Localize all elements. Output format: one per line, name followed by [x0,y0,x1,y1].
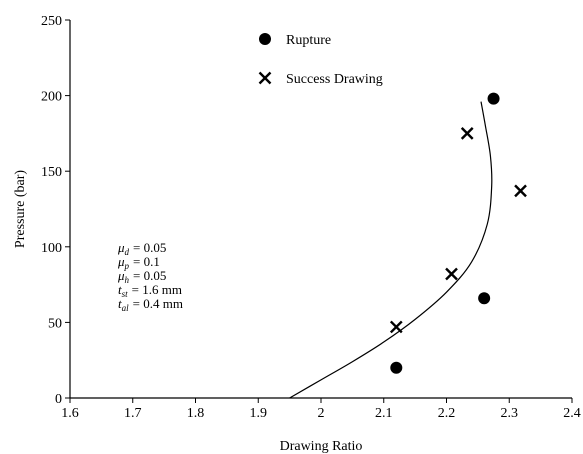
x-tick-label: 2.3 [501,406,519,421]
legend-label: Success Drawing [286,72,383,87]
data-marks [389,92,527,374]
x-tick-label: 2 [318,406,325,421]
x-axis-label: Drawing Ratio [280,439,363,454]
rupture-point [478,292,491,305]
x-marker-stroke [389,320,403,334]
y-tick-label: 0 [55,392,62,407]
x-marker-stroke [258,71,272,85]
success-drawing-point [460,127,474,140]
parameter-line: μh = 0.05 [117,268,166,285]
x-tick-label: 2.1 [375,406,393,421]
y-axis-ticks: 0 50 100 150 200 250 [41,14,70,407]
y-tick-label: 250 [41,14,62,29]
y-tick-label: 150 [41,165,62,180]
x-axis-ticks: 1.6 1.7 1.8 1.9 2 2.1 2.2 2.3 2.4 [61,398,581,421]
fit-curve [289,101,493,399]
y-tick-label: 100 [41,241,62,256]
fit-curve-line [289,101,493,399]
legend-label: Rupture [286,33,331,48]
y-tick-label: 50 [48,316,62,331]
x-tick-label: 1.6 [61,406,79,421]
success-drawing-point [514,184,527,198]
x-marker-stroke [514,184,527,198]
x-marker-stroke [445,267,458,281]
rupture-point [390,361,403,374]
x-tick-label: 2.2 [438,406,456,421]
parameter-line: tst = 1.6 mm [118,282,182,299]
parameter-line: μp = 0.1 [117,254,160,271]
parameter-line: tal = 0.4 mm [118,296,183,313]
parameter-line: μd = 0.05 [117,240,166,257]
x-tick-label: 1.7 [124,406,142,421]
x-tick-label: 1.8 [187,406,205,421]
legend: Rupture Success Drawing [258,33,383,87]
x-tick-label: 1.9 [250,406,268,421]
success-drawing-point [445,267,458,281]
x-tick-label: 2.4 [563,406,581,421]
success-drawing-point [389,320,403,334]
rupture-point [487,92,500,105]
y-tick-label: 200 [41,90,62,105]
y-axis-label: Pressure (bar) [13,170,28,248]
legend-success-marker [258,71,272,85]
legend-rupture-marker [259,33,271,45]
x-marker-stroke [460,127,474,140]
